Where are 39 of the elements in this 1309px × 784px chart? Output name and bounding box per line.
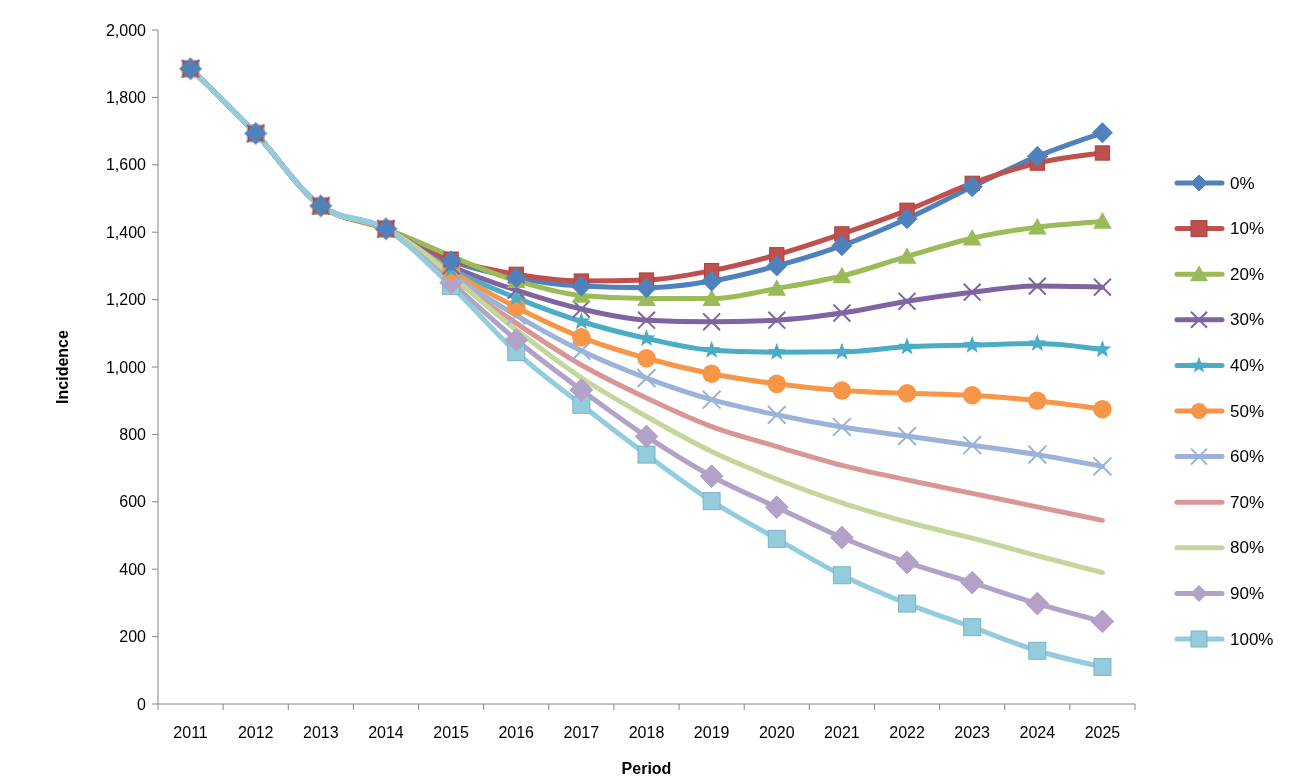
y-tick-label: 1,600 [105, 156, 147, 174]
x-tick-label: 2011 [173, 724, 208, 741]
x-tick-label: 2014 [368, 724, 404, 741]
legend-label: 90% [1230, 583, 1265, 603]
y-tick-label: 1,800 [105, 88, 147, 106]
x-axis-title: Period [621, 760, 672, 777]
y-tick-label: 600 [119, 493, 147, 511]
x-tick-label: 2023 [954, 724, 991, 741]
y-tick-label: 1,200 [105, 291, 147, 309]
x-tick-label: 2020 [758, 724, 795, 741]
y-axis-title: Incidence [54, 330, 71, 404]
legend-label: 30% [1230, 310, 1265, 330]
legend-label: 0% [1230, 173, 1255, 193]
x-tick-label: 2015 [433, 724, 469, 741]
x-tick-label: 2012 [237, 724, 274, 741]
legend-label: 50% [1230, 401, 1265, 421]
x-tick-label: 2013 [303, 724, 339, 741]
y-tick-label: 800 [119, 425, 147, 443]
legend-label: 70% [1230, 492, 1265, 512]
x-tick-label: 2024 [1019, 724, 1056, 741]
x-tick-label: 2018 [628, 724, 665, 741]
legend-label: 40% [1230, 355, 1265, 375]
x-tick-label: 2022 [889, 724, 925, 741]
x-tick-label: 2025 [1084, 724, 1121, 741]
legend-label: 80% [1230, 538, 1265, 558]
y-tick-label: 1,000 [105, 358, 147, 376]
legend-label: 100% [1230, 629, 1274, 649]
y-tick-label: 400 [119, 560, 147, 578]
y-tick-label: 1,400 [105, 223, 147, 241]
x-tick-label: 2019 [693, 724, 730, 741]
legend-label: 20% [1230, 264, 1265, 284]
legend-label: 60% [1230, 447, 1265, 467]
y-tick-label: 2,000 [105, 21, 147, 39]
x-tick-label: 2017 [563, 724, 600, 741]
x-tick-label: 2016 [498, 724, 535, 741]
y-tick-label: 0 [137, 695, 147, 713]
x-tick-label: 2021 [824, 724, 860, 741]
y-tick-label: 200 [119, 628, 147, 646]
legend-label: 10% [1230, 219, 1265, 239]
